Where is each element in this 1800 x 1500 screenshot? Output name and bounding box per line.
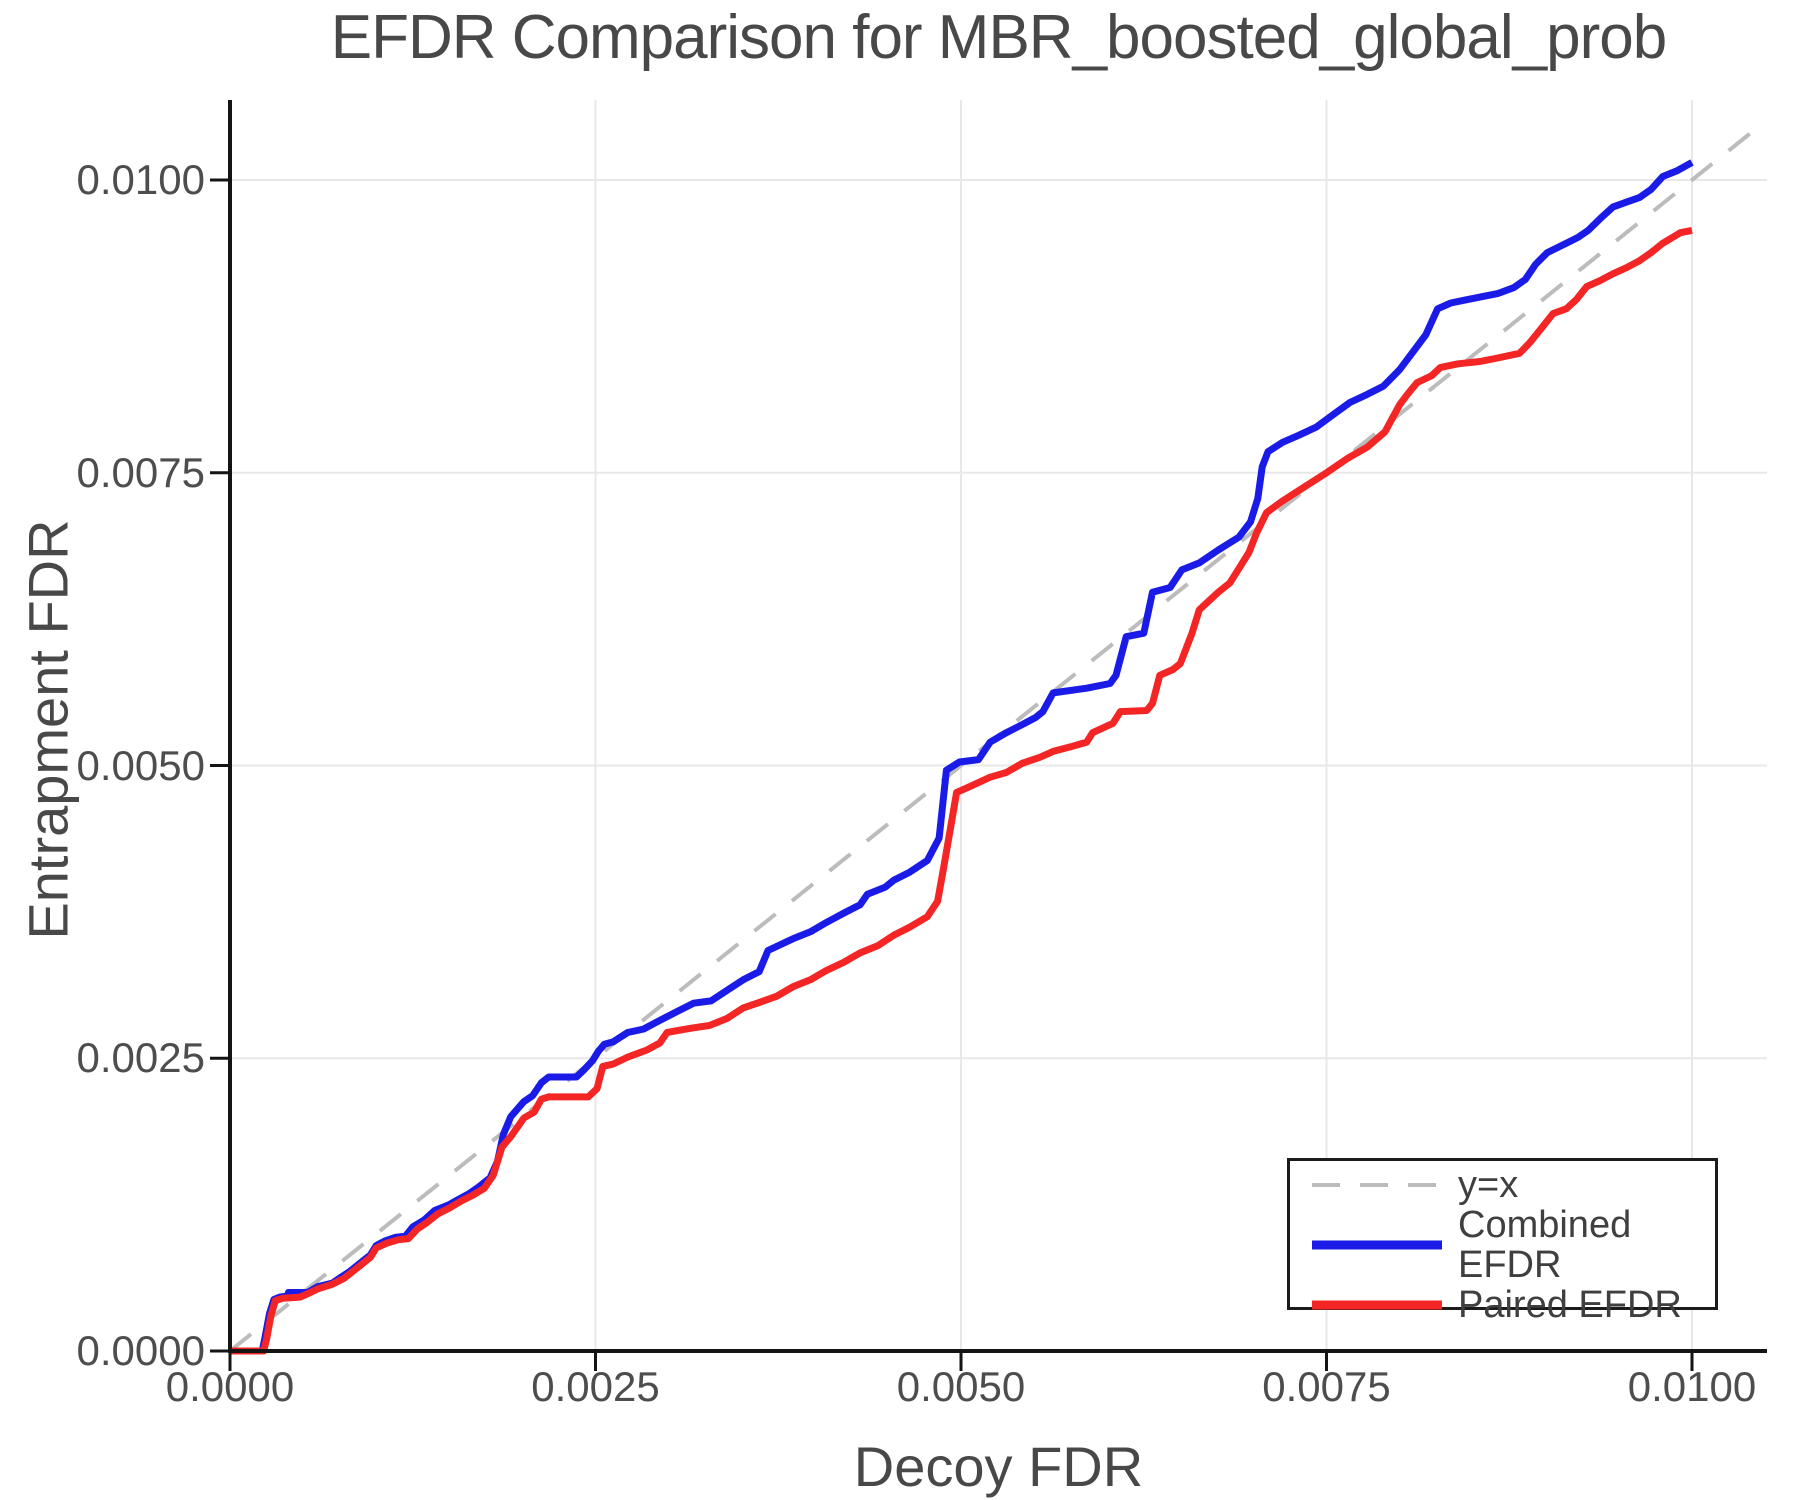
chart-title: EFDR Comparison for MBR_boosted_global_p… (330, 3, 1667, 72)
red-line-swatch (1312, 1300, 1442, 1310)
x-tick-label: 0.0025 (531, 1363, 660, 1410)
blue-line-swatch (1312, 1240, 1442, 1250)
y-tick-label: 0.0025 (76, 1034, 205, 1082)
legend-label-yx: y=x (1458, 1164, 1519, 1206)
y-tick-label: 0.0050 (76, 741, 205, 789)
legend-item-paired: Paired EFDR (1312, 1285, 1715, 1325)
x-tick-label: 0.0050 (896, 1363, 1026, 1410)
dashed-line-swatch (1312, 1183, 1442, 1187)
y-tick-label: 0.0000 (76, 1327, 205, 1374)
legend-item-yx: y=x (1312, 1165, 1715, 1205)
y-tick-label: 0.0100 (76, 156, 205, 203)
x-axis-label: Decoy FDR (853, 1435, 1144, 1498)
x-tick-label: 0.0000 (165, 1363, 295, 1410)
legend-item-combined: Combined EFDR (1312, 1205, 1715, 1285)
x-tick-label: 0.0100 (1627, 1363, 1757, 1410)
y-tick-label: 0.0075 (76, 448, 205, 496)
legend-label-combined: Combined EFDR (1458, 1204, 1632, 1286)
y-axis-label: Entrapment FDR (16, 519, 80, 940)
x-tick-label: 0.0075 (1262, 1363, 1391, 1410)
legend: y=x Combined EFDR Paired EFDR (1287, 1158, 1718, 1325)
legend-label-paired: Paired EFDR (1458, 1284, 1682, 1326)
